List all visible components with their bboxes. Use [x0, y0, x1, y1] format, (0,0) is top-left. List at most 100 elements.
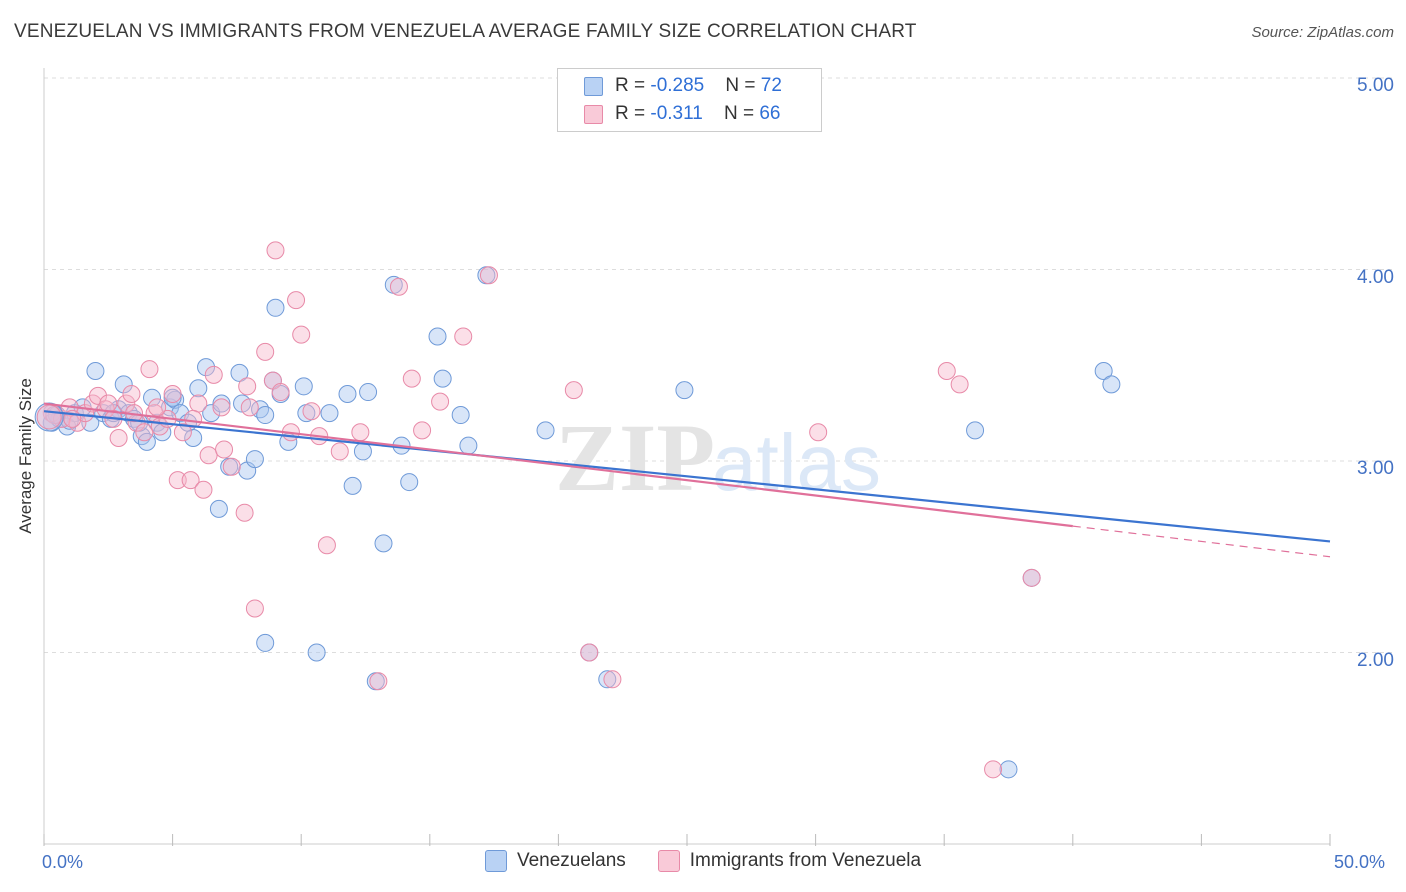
point-immigrants: [454, 327, 473, 346]
point-immigrants: [564, 381, 583, 400]
point-venezuelans: [459, 436, 478, 455]
point-immigrants: [89, 386, 108, 405]
point-immigrants: [199, 446, 218, 465]
point-immigrants: [194, 480, 213, 499]
point-venezuelans: [343, 476, 362, 495]
legend-r-value: -0.285: [650, 75, 705, 96]
legend-swatch-blue: [584, 76, 603, 96]
point-venezuelans: [209, 499, 228, 518]
point-immigrants: [181, 471, 200, 490]
point-immigrants: [163, 384, 182, 403]
legend-item-label: Immigrants from Venezuela: [689, 850, 922, 871]
source-label: Source: ZipAtlas.com: [1251, 24, 1394, 41]
legend-swatch-pink: [657, 850, 680, 872]
trend-layer: [43, 402, 1331, 558]
point-immigrants: [245, 599, 264, 618]
point-venezuelans: [353, 442, 372, 461]
series-legend: Venezuelans Immigrants from Venezuela: [0, 850, 1406, 872]
point-immigrants: [189, 394, 208, 413]
point-immigrants: [937, 361, 956, 380]
point-immigrants: [389, 277, 408, 296]
point-venezuelans: [598, 670, 617, 689]
point-venezuelans: [189, 379, 208, 398]
legend-item-venezuelans[interactable]: Venezuelans: [484, 850, 626, 872]
point-immigrants: [809, 423, 828, 442]
point-venezuelans: [86, 361, 105, 380]
point-immigrants: [122, 384, 141, 403]
point-venezuelans: [294, 377, 313, 396]
point-immigrants: [292, 325, 311, 344]
point-immigrants: [580, 643, 599, 662]
point-venezuelans: [245, 450, 264, 469]
point-venezuelans: [1102, 375, 1121, 394]
point-immigrants: [173, 423, 192, 442]
point-immigrants: [603, 670, 622, 689]
point-immigrants: [1022, 568, 1041, 587]
y-tick-label: 5.00: [1357, 75, 1394, 96]
point-immigrants: [135, 423, 154, 442]
point-immigrants: [168, 471, 187, 490]
x-tick-label-max: 50.0%: [1334, 852, 1386, 872]
point-immigrants: [302, 402, 321, 421]
correlation-legend: R = -0.285 N = 72 R = -0.311 N = 66: [557, 68, 822, 132]
legend-n-label: N =: [723, 103, 760, 124]
point-venezuelans: [34, 402, 64, 432]
point-immigrants: [238, 377, 257, 396]
point-immigrants: [431, 392, 450, 411]
point-immigrants: [256, 342, 275, 361]
point-immigrants: [287, 291, 306, 310]
point-venezuelans: [163, 388, 182, 407]
point-venezuelans: [1094, 361, 1113, 380]
point-venezuelans: [451, 406, 470, 425]
point-immigrants: [140, 360, 159, 379]
y-axis-label: Average Family Size: [16, 378, 35, 534]
point-venezuelans: [359, 383, 378, 402]
point-venezuelans: [320, 404, 339, 423]
legend-r-label: R =: [615, 75, 651, 96]
point-immigrants: [266, 241, 285, 260]
point-venezuelans: [433, 369, 452, 388]
point-venezuelans: [966, 421, 985, 440]
point-immigrants: [109, 429, 128, 448]
point-immigrants: [212, 398, 231, 417]
point-immigrants: [204, 365, 223, 384]
y-tick-label: 3.00: [1357, 458, 1394, 479]
point-venezuelans: [400, 473, 419, 492]
legend-r-label: R =: [615, 103, 651, 124]
point-immigrants: [330, 442, 349, 461]
point-venezuelans: [256, 406, 275, 425]
legend-swatch-blue: [484, 850, 507, 872]
point-venezuelans: [536, 421, 555, 440]
y-tick-label: 2.00: [1357, 649, 1394, 671]
point-immigrants: [36, 404, 62, 430]
legend-n-value: 72: [760, 75, 782, 96]
point-immigrants: [369, 672, 388, 691]
point-immigrants: [215, 440, 234, 459]
point-immigrants: [117, 394, 136, 413]
legend-r-value: -0.311: [650, 103, 703, 124]
point-venezuelans: [338, 384, 357, 403]
chart-title: VENEZUELAN VS IMMIGRANTS FROM VENEZUELA …: [14, 21, 917, 42]
trend-line-venezuelans: [43, 410, 1331, 543]
y-tick-label: 4.00: [1357, 266, 1394, 288]
point-venezuelans: [428, 327, 447, 346]
point-venezuelans: [266, 298, 285, 317]
point-immigrants: [235, 503, 254, 522]
point-immigrants: [950, 375, 969, 394]
legend-swatch-pink: [584, 104, 603, 124]
point-immigrants: [317, 536, 336, 555]
point-immigrants: [351, 423, 370, 442]
legend-n-label: N =: [725, 75, 761, 96]
point-venezuelans: [256, 633, 275, 652]
legend-item-immigrants[interactable]: Immigrants from Venezuela: [657, 850, 922, 872]
point-venezuelans: [675, 381, 694, 400]
legend-row-venezuelans: R = -0.285 N = 72: [584, 74, 782, 98]
watermark-zip: ZIP: [555, 404, 715, 511]
point-immigrants: [402, 369, 421, 388]
point-immigrants: [240, 398, 259, 417]
point-immigrants: [222, 457, 241, 476]
x-tick-label-min: 0.0%: [42, 852, 84, 872]
point-venezuelans: [230, 363, 249, 382]
grid-layer: [43, 68, 1392, 846]
